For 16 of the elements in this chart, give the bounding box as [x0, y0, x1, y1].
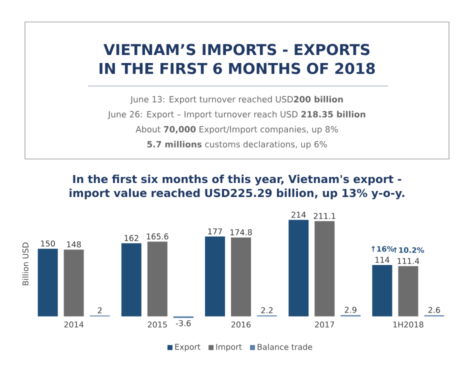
text: 5.7 millions customs declarations, up 6%	[147, 140, 327, 150]
text: About 70,000 Export/Import companies, up 8%	[136, 126, 338, 134]
bar	[288, 220, 309, 316]
bar	[205, 236, 226, 316]
bar	[121, 243, 142, 316]
bar	[314, 221, 335, 316]
text: June 26: Export – Import turnover reach USD 218.35 billion	[108, 110, 366, 120]
bar	[64, 250, 84, 316]
bar	[398, 266, 418, 316]
bar	[231, 238, 252, 316]
bar	[38, 248, 58, 316]
chart-subtitle: In the first six months of this year, Vietnam's export - import value reached USD225.29 billion, up 13% y-o-y.	[70, 174, 404, 200]
bar	[147, 242, 168, 316]
chart-title: VIETNAM’S IMPORTS - EXPORTS IN THE FIRST 6 MONTHS OF 2018	[100, 44, 375, 74]
text: June 13: Export turnover reached USD200 billion	[130, 96, 343, 104]
bar	[372, 264, 392, 316]
